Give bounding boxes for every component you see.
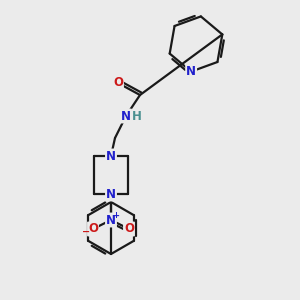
Text: −: − xyxy=(82,227,90,237)
Text: O: O xyxy=(113,76,123,89)
Text: N: N xyxy=(106,214,116,226)
Text: O: O xyxy=(124,223,134,236)
Text: H: H xyxy=(132,110,142,122)
Text: +: + xyxy=(112,212,119,220)
Text: N: N xyxy=(106,188,116,200)
Text: O: O xyxy=(88,223,98,236)
Text: N: N xyxy=(106,149,116,163)
Text: N: N xyxy=(186,65,196,78)
Text: N: N xyxy=(121,110,131,122)
